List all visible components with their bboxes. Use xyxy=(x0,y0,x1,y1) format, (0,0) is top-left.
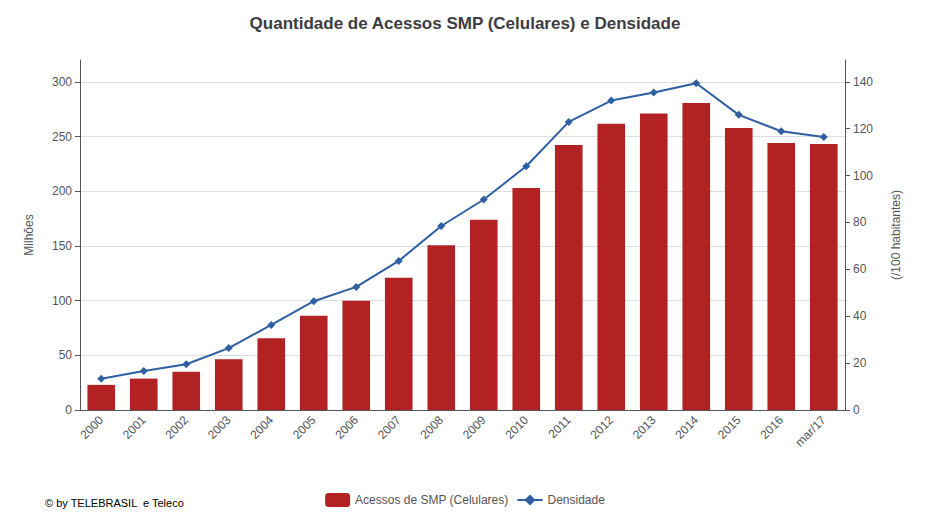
svg-text:2009: 2009 xyxy=(460,413,489,442)
svg-text:0: 0 xyxy=(65,403,72,417)
svg-text:2016: 2016 xyxy=(757,413,786,442)
svg-text:50: 50 xyxy=(59,348,73,362)
svg-text:Acessos de SMP (Celulares): Acessos de SMP (Celulares) xyxy=(355,493,508,507)
svg-text:Densidade: Densidade xyxy=(548,493,606,507)
svg-text:20: 20 xyxy=(853,356,867,370)
svg-text:40: 40 xyxy=(853,309,867,323)
svg-text:0: 0 xyxy=(853,403,860,417)
svg-text:mar/17: mar/17 xyxy=(792,413,829,450)
svg-text:Milhões: Milhões xyxy=(22,214,36,255)
svg-text:2014: 2014 xyxy=(672,413,701,442)
svg-text:250: 250 xyxy=(52,130,72,144)
svg-text:Quantidade de Acessos SMP (Cel: Quantidade de Acessos SMP (Celulares) e … xyxy=(250,14,681,33)
svg-text:2012: 2012 xyxy=(587,413,616,442)
svg-text:300: 300 xyxy=(52,75,72,89)
svg-text:100: 100 xyxy=(52,294,72,308)
svg-text:2002: 2002 xyxy=(162,413,191,442)
svg-text:© by TELEBRASIL e Teleco: © by TELEBRASIL e Teleco xyxy=(45,497,184,509)
svg-text:2000: 2000 xyxy=(77,413,106,442)
svg-text:2006: 2006 xyxy=(332,413,361,442)
svg-text:140: 140 xyxy=(853,75,873,89)
svg-text:2007: 2007 xyxy=(375,413,404,442)
svg-text:100: 100 xyxy=(853,169,873,183)
svg-text:2013: 2013 xyxy=(630,413,659,442)
svg-text:60: 60 xyxy=(853,262,867,276)
svg-text:(/100 habitantes): (/100 habitantes) xyxy=(889,190,903,280)
svg-text:2010: 2010 xyxy=(502,413,531,442)
svg-text:2001: 2001 xyxy=(120,413,149,442)
svg-text:2004: 2004 xyxy=(247,413,276,442)
svg-text:2003: 2003 xyxy=(205,413,234,442)
svg-text:80: 80 xyxy=(853,215,867,229)
svg-text:2011: 2011 xyxy=(546,413,574,441)
svg-text:120: 120 xyxy=(853,122,873,136)
svg-text:2008: 2008 xyxy=(417,413,446,442)
svg-text:200: 200 xyxy=(52,184,72,198)
svg-text:150: 150 xyxy=(52,239,72,253)
svg-text:2015: 2015 xyxy=(715,413,744,442)
svg-text:2005: 2005 xyxy=(290,413,319,442)
